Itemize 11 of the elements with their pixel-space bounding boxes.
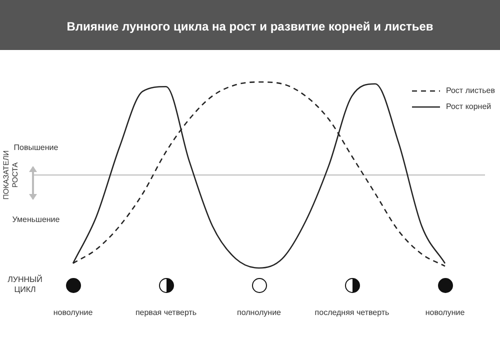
x-axis-title: ЛУННЫЙ ЦИКЛ — [8, 274, 43, 294]
x-tick-label: последняя четверть — [314, 308, 390, 318]
legend-label: Рост корней — [446, 102, 492, 112]
x-tick-label: новолуние — [53, 308, 94, 318]
x-tick-label: новолуние — [425, 308, 466, 318]
text: Уменьшение — [12, 215, 60, 224]
x-tick-label: первая четверть — [135, 308, 197, 318]
text: Повышение — [14, 143, 59, 152]
legend-label: Рост листьев — [446, 86, 495, 96]
x-tick-label: полнолуние — [237, 308, 282, 318]
chart-title: Влияние лунного цикла на рост и развитие корней и листьев — [66, 19, 434, 34]
